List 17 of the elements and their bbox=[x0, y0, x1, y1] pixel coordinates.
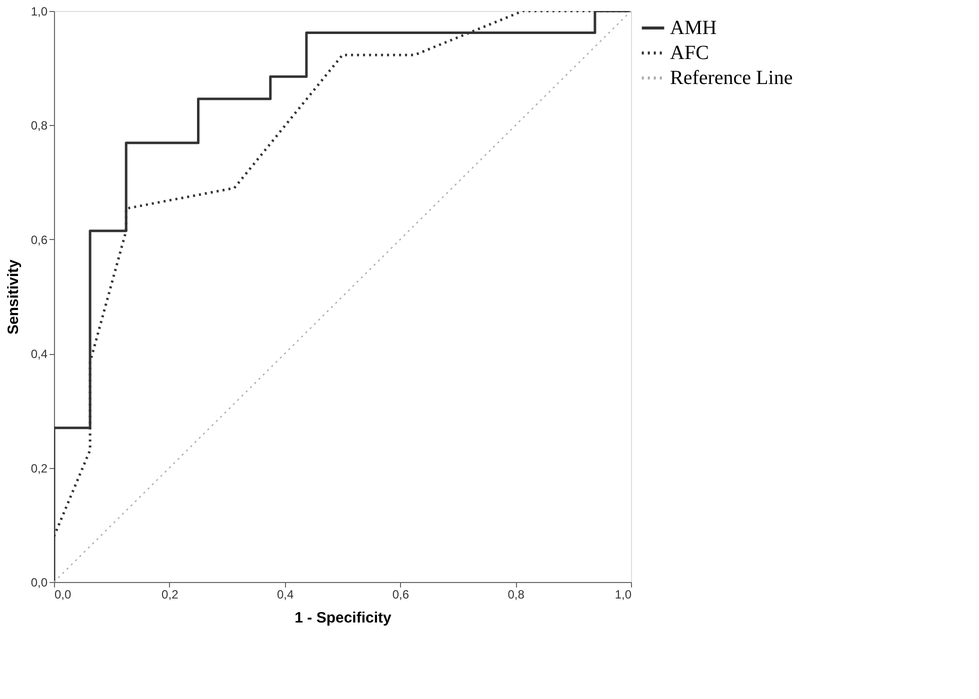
y-tick-label: 0,6 bbox=[30, 232, 48, 247]
legend-label: Reference Line bbox=[670, 67, 793, 89]
x-tick-label: 0,4 bbox=[276, 588, 294, 602]
x-axis-title: 1 - Specificity bbox=[294, 610, 392, 626]
y-tick-label: 0,0 bbox=[30, 576, 48, 590]
x-tick-label: 1,0 bbox=[614, 588, 632, 602]
y-tick-label: 0,2 bbox=[30, 461, 48, 476]
x-tick-label: 0,0 bbox=[54, 588, 72, 602]
x-tick-label: 0,6 bbox=[392, 588, 410, 602]
y-tick-label: 0,8 bbox=[30, 118, 48, 133]
y-tick-label: 0,4 bbox=[30, 347, 48, 362]
y-axis-title: Sensitivity bbox=[4, 258, 22, 335]
x-tick-label: 0,8 bbox=[508, 588, 525, 602]
legend-label: AFC bbox=[670, 42, 709, 64]
legend-label: AMH bbox=[670, 17, 717, 39]
y-tick-label: 1,0 bbox=[30, 4, 48, 18]
x-tick-label: 0,2 bbox=[162, 588, 179, 602]
